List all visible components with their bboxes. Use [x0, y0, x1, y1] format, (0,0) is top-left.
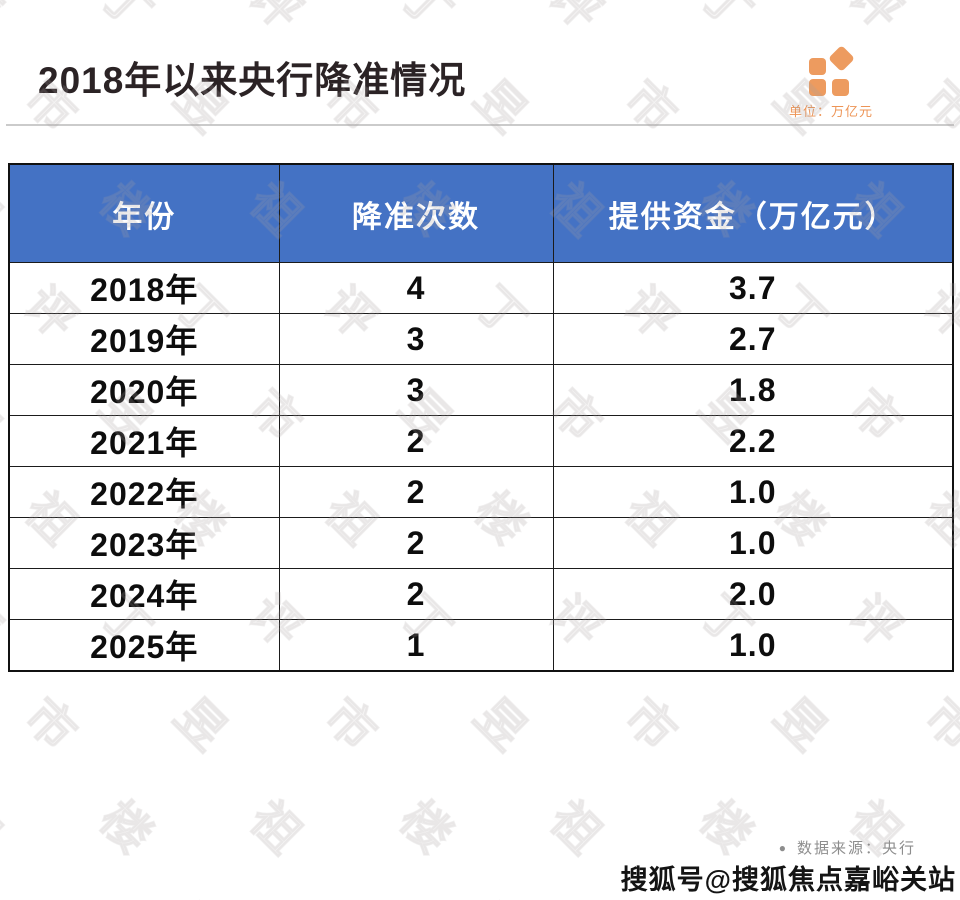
table-row: 2024年 2 2.0 — [8, 568, 954, 620]
title-divider — [6, 124, 954, 126]
column-header-cuts: 降准次数 — [278, 163, 554, 263]
cell-year: 2019年 — [8, 313, 280, 365]
column-header-funds: 提供资金（万亿元） — [552, 163, 954, 263]
cell-funds: 1.0 — [552, 619, 954, 672]
cell-cuts: 2 — [278, 517, 554, 569]
table-row: 2018年 4 3.7 — [8, 262, 954, 314]
table-header-row: 年份 降准次数 提供资金（万亿元） — [8, 163, 954, 263]
cell-year: 2020年 — [8, 364, 280, 416]
cell-cuts: 1 — [278, 619, 554, 672]
unit-label: 单位：万亿元 — [788, 104, 873, 119]
table-row: 2019年 3 2.7 — [8, 313, 954, 365]
logo-diamond-top-right — [828, 45, 855, 72]
cell-funds: 3.7 — [552, 262, 954, 314]
page-title: 2018年以来央行降准情况 — [38, 60, 467, 101]
cell-cuts: 2 — [278, 415, 554, 467]
cell-year: 2023年 — [8, 517, 280, 569]
table-row: 2021年 2 2.2 — [8, 415, 954, 467]
rrr-cuts-table: 年份 降准次数 提供资金（万亿元） 2018年 4 3.7 2019年 3 2.… — [8, 163, 954, 672]
cell-funds: 1.0 — [552, 517, 954, 569]
cell-cuts: 2 — [278, 568, 554, 620]
cell-year: 2024年 — [8, 568, 280, 620]
logo-square-bottom-right — [832, 79, 849, 96]
squares-logo-icon — [809, 45, 855, 96]
cell-funds: 1.0 — [552, 466, 954, 518]
bullet-icon: ● — [778, 840, 788, 855]
cell-year: 2018年 — [8, 262, 280, 314]
cell-year: 2022年 — [8, 466, 280, 518]
table-row: 2025年 1 1.0 — [8, 619, 954, 672]
cell-funds: 2.2 — [552, 415, 954, 467]
table-row: 2022年 2 1.0 — [8, 466, 954, 518]
column-header-year: 年份 — [8, 163, 280, 263]
cell-funds: 2.7 — [552, 313, 954, 365]
table-row: 2023年 2 1.0 — [8, 517, 954, 569]
logo-square-bottom-left — [809, 79, 826, 96]
unit-block: 单位：万亿元 — [776, 45, 886, 120]
logo-square-top-left — [809, 58, 826, 75]
cell-cuts: 2 — [278, 466, 554, 518]
cell-cuts: 3 — [278, 313, 554, 365]
data-source-label: 数据来源：央行 — [796, 840, 916, 857]
cell-year: 2021年 — [8, 415, 280, 467]
cell-year: 2025年 — [8, 619, 280, 672]
cell-funds: 1.8 — [552, 364, 954, 416]
table-row: 2020年 3 1.8 — [8, 364, 954, 416]
table-container: 年份 降准次数 提供资金（万亿元） 2018年 4 3.7 2019年 3 2.… — [8, 163, 954, 672]
sohu-account-watermark: 搜狐号@搜狐焦点嘉峪关站 — [620, 865, 956, 895]
data-source-line: ● 数据来源：央行 — [779, 837, 916, 858]
cell-cuts: 4 — [278, 262, 554, 314]
cell-funds: 2.0 — [552, 568, 954, 620]
cell-cuts: 3 — [278, 364, 554, 416]
